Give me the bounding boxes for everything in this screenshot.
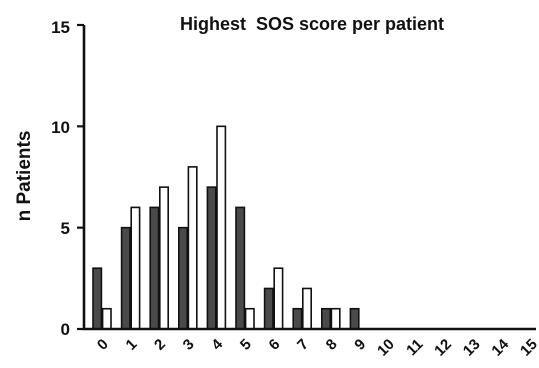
x-tick-label: 5 (237, 336, 255, 354)
y-axis-label: n Patients (14, 131, 35, 222)
x-tick-label: 15 (517, 336, 539, 360)
bar (263, 287, 274, 330)
x-tick-label: 10 (374, 336, 398, 360)
x-tick-label: 14 (488, 335, 512, 359)
x-tick-label: 7 (294, 336, 312, 354)
x-tick-label: 2 (151, 336, 169, 354)
y-tick-label: 10 (51, 118, 70, 137)
x-tick-label: 6 (266, 336, 284, 354)
y-tick-label: 0 (61, 320, 70, 339)
x-tick-label: 9 (351, 336, 369, 354)
y-tick-label: 15 (51, 18, 70, 37)
bar (187, 166, 198, 330)
y-tick-labels: 0 5 10 15 (51, 18, 70, 339)
bar (159, 186, 170, 330)
bar (330, 307, 341, 330)
bar (120, 226, 131, 330)
bar (216, 125, 227, 330)
x-tick-label: 12 (431, 336, 455, 360)
bar (244, 307, 255, 330)
x-tick-label: 4 (208, 335, 226, 353)
y-tick-label: 5 (61, 219, 70, 238)
bar (292, 307, 303, 330)
chart-title: Highest SOS score per patient (180, 14, 444, 34)
bars (92, 125, 360, 330)
bar (92, 267, 103, 330)
bar (178, 226, 189, 330)
bar (301, 287, 312, 330)
bar (320, 307, 331, 330)
axis-lines (82, 25, 536, 331)
bar (273, 267, 284, 330)
x-tick-label: 3 (180, 336, 198, 354)
x-tick-label: 11 (403, 336, 426, 359)
bar (206, 186, 217, 330)
bar (101, 307, 112, 330)
bar (149, 206, 160, 330)
x-tick-label: 1 (123, 336, 141, 354)
x-tick-label: 13 (460, 336, 484, 360)
bar (235, 206, 246, 330)
x-tick-labels: 0 1 2 3 4 5 6 7 8 9 10 11 12 13 14 15 (94, 335, 539, 359)
x-tick-label: 8 (323, 336, 341, 354)
x-tick-label: 0 (94, 336, 112, 354)
bar (349, 307, 360, 330)
bar (130, 206, 141, 330)
